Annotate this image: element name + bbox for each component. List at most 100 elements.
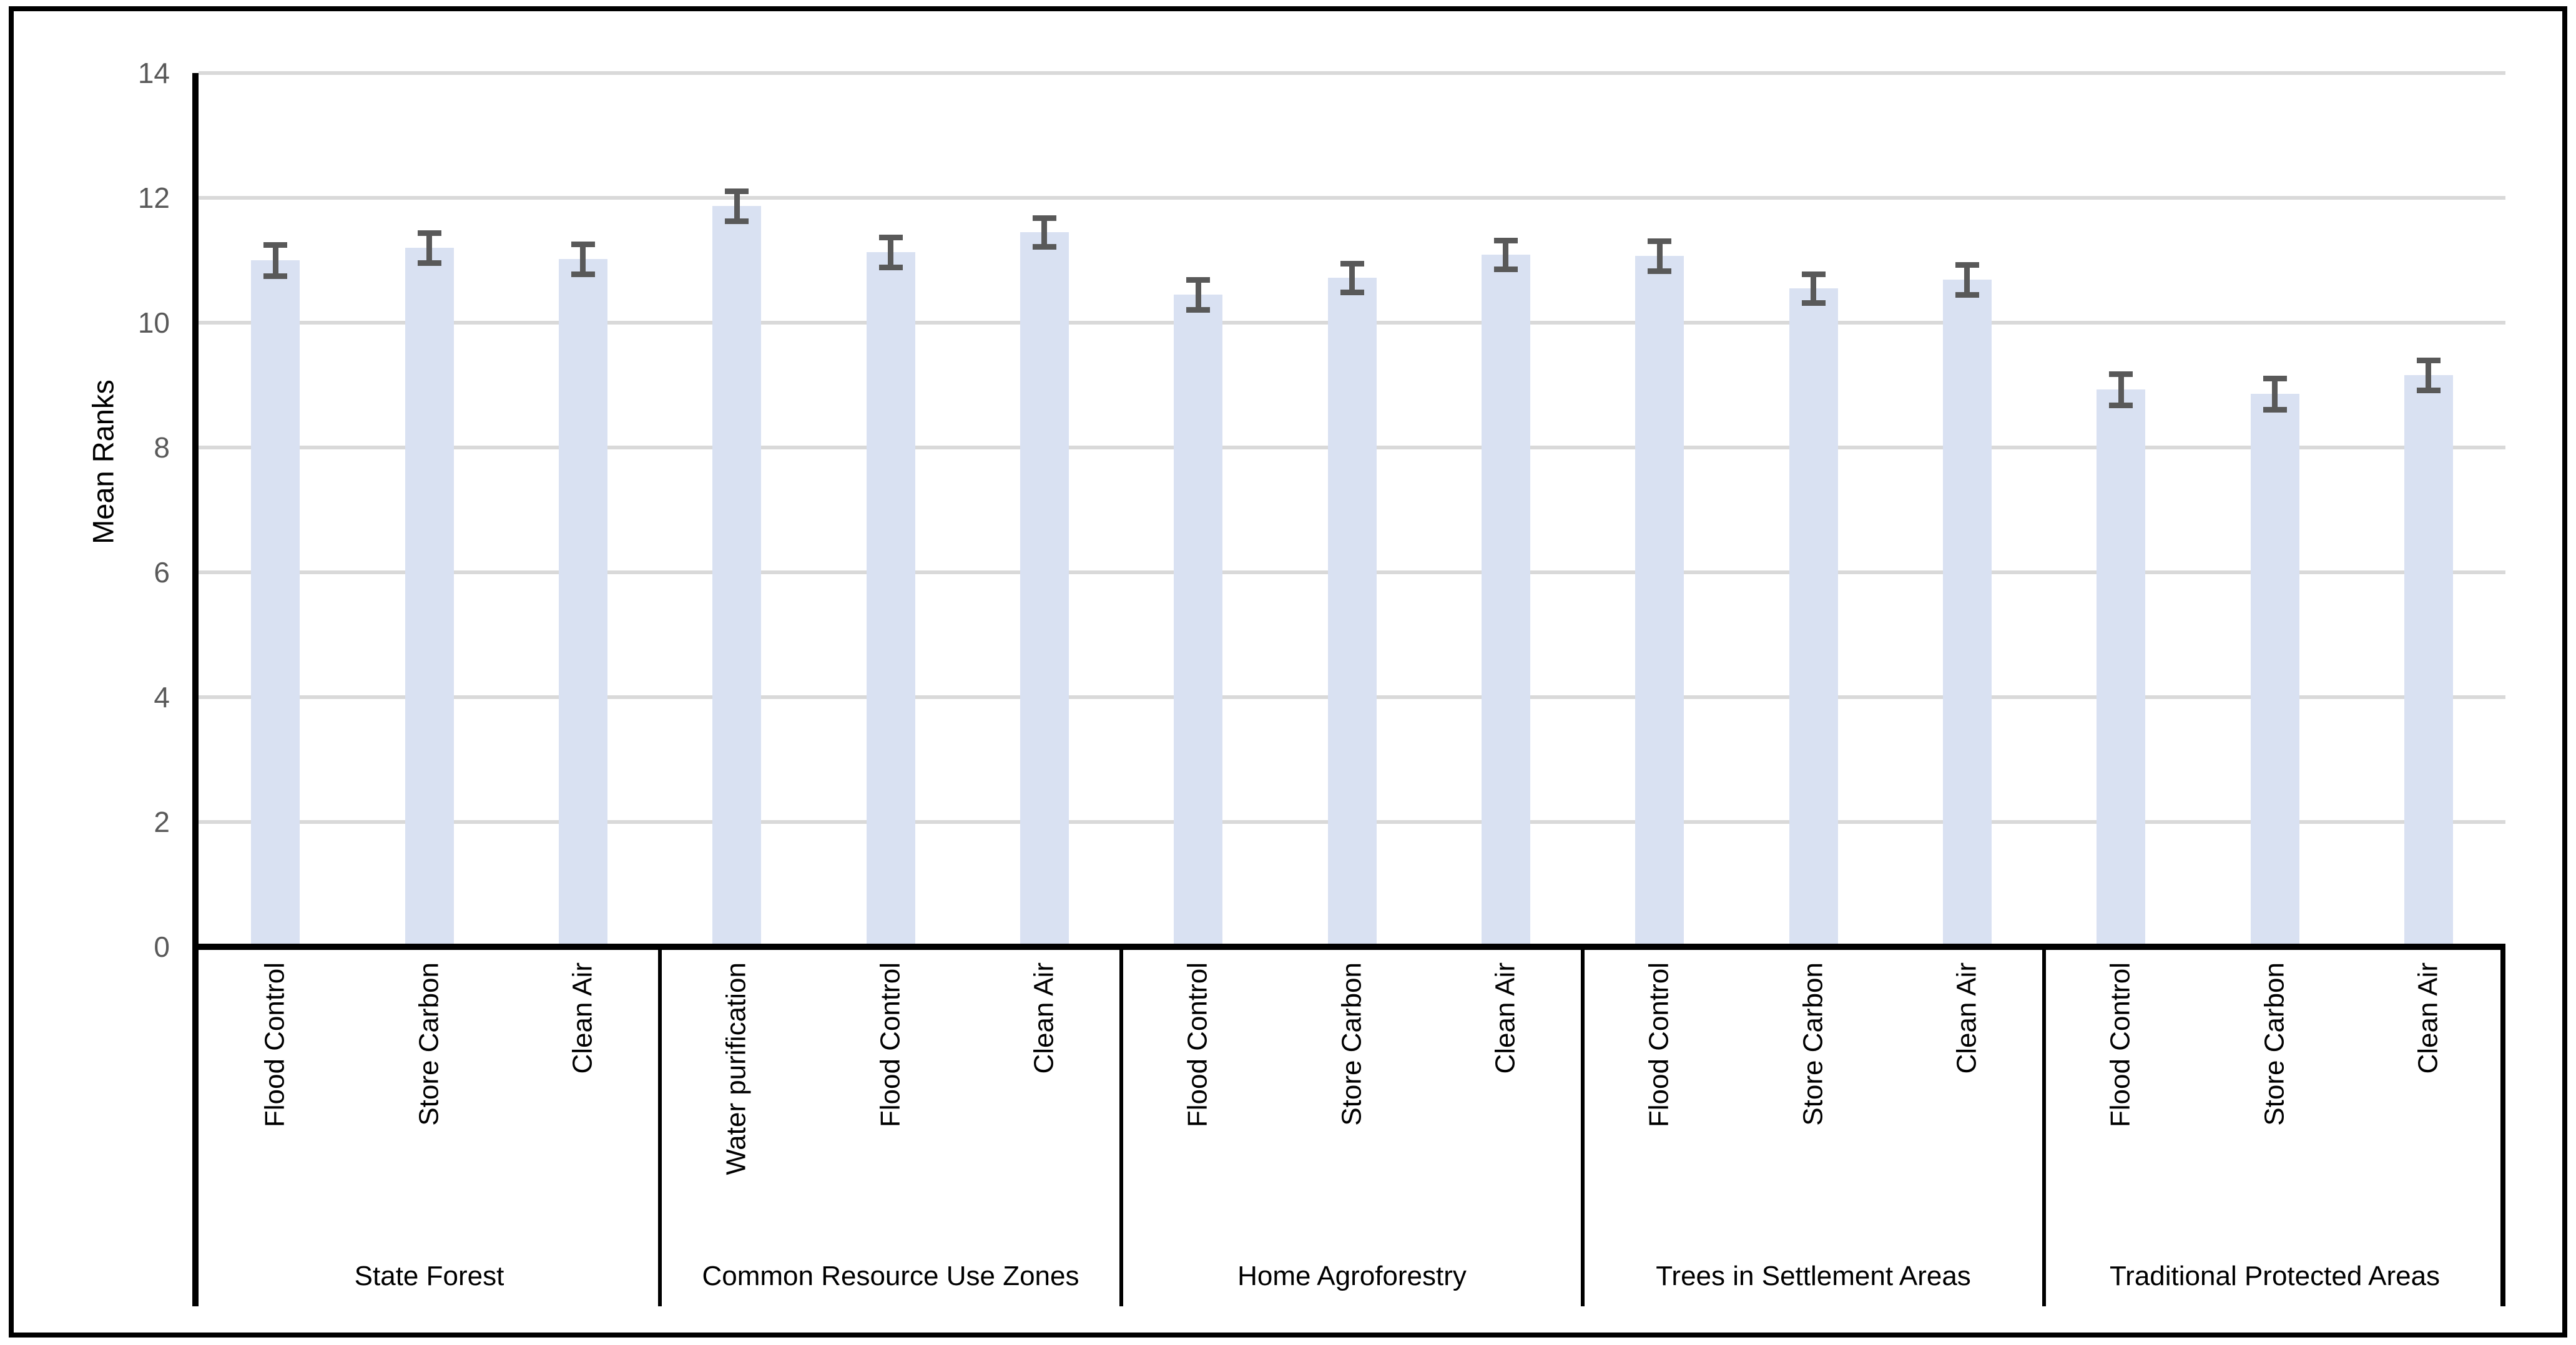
category-label: Clean Air [567,962,598,1074]
error-bar-cap-bottom [2263,406,2287,413]
category-label: Store Carbon [2259,962,2290,1126]
bar [1020,232,1069,947]
error-bar-cap-top [1648,238,1672,244]
error-bar-line [734,191,740,221]
gridline [199,71,2505,75]
error-bar-cap-top [1801,271,1826,277]
error-bar-line [272,245,278,276]
category-label: Store Carbon [1797,962,1829,1126]
error-bar-line [1349,263,1355,292]
error-bar-cap-bottom [2109,402,2133,408]
category-label: Clean Air [1028,962,1059,1074]
error-bar-line [2118,374,2124,405]
error-bar-cap-top [725,188,749,194]
category-label: Store Carbon [1336,962,1367,1126]
group-divider [1581,947,1585,1306]
y-axis-title: Mean Ranks [86,379,120,544]
y-tick-label: 10 [137,306,170,339]
error-bar-cap-top [571,241,595,247]
group-label: Home Agroforestry [1237,1261,1467,1291]
group-label: State Forest [354,1261,504,1291]
y-tick-label: 0 [154,931,170,963]
error-bar-line [2426,360,2432,390]
bar [1942,280,1992,947]
error-bar-cap-top [1186,276,1211,283]
category-label: Flood Control [875,962,906,1128]
category-label: Store Carbon [413,962,445,1126]
error-bar-cap-bottom [2416,387,2441,393]
error-bar-cap-top [263,242,288,248]
error-bar-cap-bottom [1955,291,1979,298]
error-bar-cap-bottom [878,264,903,270]
error-bar-line [1195,280,1201,310]
error-bar-line [1811,274,1816,303]
category-label: Flood Control [1643,962,1674,1128]
bar [558,259,607,947]
error-bar-cap-top [2109,371,2133,377]
group-divider [658,947,662,1306]
y-tick-label: 6 [154,556,170,589]
category-label: Clean Air [2412,962,2444,1074]
gridline [199,196,2505,200]
error-bar-cap-bottom [1032,243,1056,250]
error-bar-line [580,244,586,274]
group-label: Common Resource Use Zones [702,1261,1079,1291]
error-bar-line [2272,378,2278,409]
bar [2097,389,2146,947]
category-label: Water purification [720,962,752,1175]
error-bar-cap-bottom [417,260,441,266]
y-tick-label: 4 [154,681,170,713]
error-bar-line [1964,265,1970,295]
y-tick-label: 14 [137,57,170,89]
error-bar-cap-top [1955,262,1979,268]
group-divider [2042,947,2046,1306]
y-tick-label: 12 [137,182,170,214]
y-axis-line [192,73,199,1306]
bar [1174,295,1223,947]
error-bar-cap-bottom [1648,268,1672,274]
error-bar-cap-bottom [263,273,288,279]
bar [1481,255,1530,947]
bar [712,206,762,947]
bar [866,252,915,947]
group-label: Traditional Protected Areas [2109,1261,2441,1291]
error-bar-cap-top [1493,237,1518,243]
y-tick-label: 2 [154,806,170,838]
error-bar-line [888,237,893,267]
error-bar-cap-bottom [571,271,595,277]
group-divider [1119,947,1123,1306]
error-bar-cap-top [1340,260,1364,267]
error-bar-cap-bottom [1493,266,1518,272]
category-label: Flood Control [1182,962,1213,1128]
error-bar-cap-bottom [1340,289,1364,295]
bar [1327,278,1377,947]
error-bar-cap-top [417,230,441,236]
x-axis-line [192,944,2505,950]
error-bar-line [1503,240,1509,269]
error-bar-cap-bottom [1186,306,1211,313]
bar [2404,375,2453,947]
error-bar-cap-top [1032,215,1056,221]
error-bar-cap-top [2263,375,2287,381]
axis-right-edge-line [2500,947,2505,1306]
bar [1789,288,1838,947]
group-label: Trees in Settlement Areas [1656,1261,1971,1291]
error-bar-line [426,233,432,263]
error-bar-cap-top [2416,357,2441,363]
error-bar-cap-bottom [725,218,749,224]
category-label: Clean Air [1951,962,1982,1074]
bar [405,248,454,947]
category-label: Flood Control [2105,962,2136,1128]
error-bar-cap-top [878,234,903,240]
category-label: Clean Air [1490,962,1521,1074]
y-tick-label: 8 [154,431,170,464]
bar [2250,394,2299,947]
bar [1635,256,1684,947]
error-bar-line [1041,218,1048,247]
bar [251,260,300,947]
error-bar-cap-bottom [1801,300,1826,306]
error-bar-line [1656,241,1663,271]
category-label: Flood Control [259,962,290,1128]
